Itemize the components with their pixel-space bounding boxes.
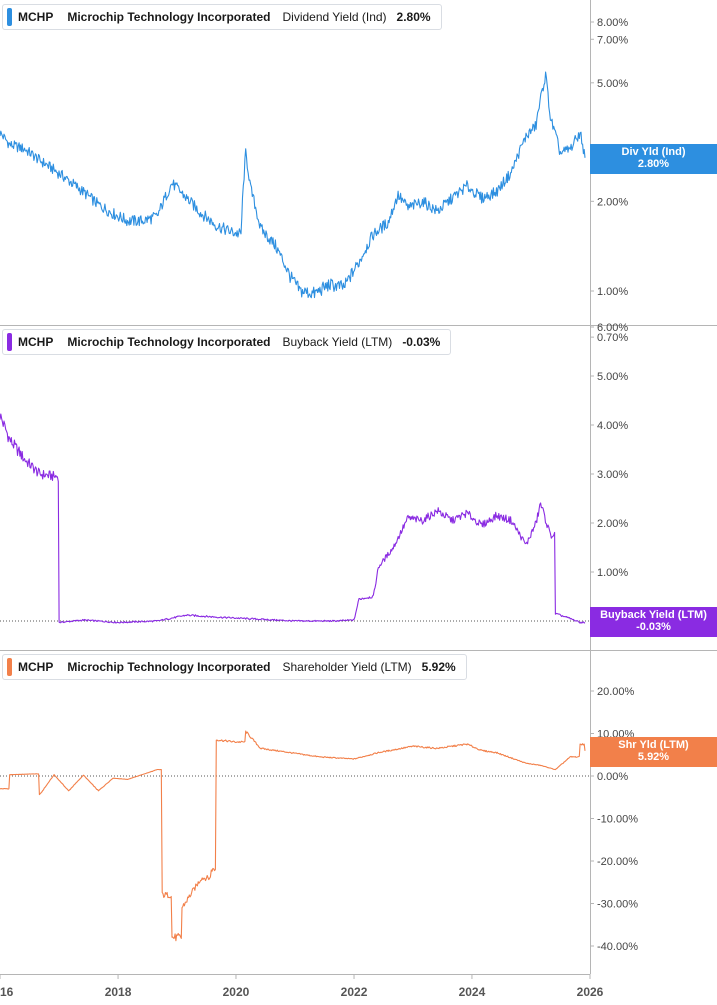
dividend-legend-metric: Dividend Yield (Ind) (282, 10, 387, 24)
dividend-value-tag: Div Yld (Ind) 2.80% (590, 144, 717, 174)
x-tick-label: 2020 (223, 985, 250, 999)
shareholder-y-tick-label: 20.00% (597, 686, 635, 698)
shareholder-y-tick-label: 0.00% (597, 771, 628, 783)
shareholder-legend-company: Microchip Technology Incorporated (67, 660, 271, 674)
dividend-legend-ticker: MCHP (18, 10, 54, 24)
shareholder-yield-plot: 20.00%10.00%0.00%-10.00%-20.00%-30.00%-4… (0, 686, 638, 953)
dividend-y-tick-label: 7.00% (597, 34, 628, 46)
shareholder-y-tick-label: -10.00% (597, 814, 638, 826)
dividend-tag-value: 2.80% (637, 158, 670, 170)
buyback-series-line (0, 413, 586, 624)
buyback-y-tick-label: 1.00% (597, 567, 628, 579)
buyback-tag-value: -0.03% (636, 621, 671, 633)
dividend-tag-label: Div Yld (Ind) (621, 146, 686, 158)
dividend-y-tick-label: 2.00% (597, 196, 628, 208)
x-tick-label: 2016 (0, 985, 14, 999)
shareholder-y-tick-label: -30.00% (597, 899, 638, 911)
buyback-yield-plot: 6.00% 5.00% 4.00% 3.00% 2.00% 1.00% (0, 322, 628, 624)
x-tick-label: 2024 (459, 985, 486, 999)
shareholder-legend-value: 5.92% (421, 660, 456, 674)
buyback-value-tag: Buyback Yield (LTM) -0.03% (590, 607, 717, 637)
buyback-legend-ticker: MCHP (18, 335, 54, 349)
dividend-yield-plot: 8.00% 7.00% 5.00% 2.00% 1.00% 0.70% (0, 17, 628, 344)
dividend-y-tick-label: 0.70% (597, 332, 628, 344)
shareholder-series-line (0, 730, 586, 942)
buyback-y-tick-label: 2.00% (597, 518, 628, 530)
buyback-y-tick-label: 3.00% (597, 469, 628, 481)
dividend-legend: MCHP Microchip Technology Incorporated D… (2, 4, 442, 30)
x-axis: 2016 2018 2020 2022 2024 2026 (0, 974, 604, 999)
dividend-y-tick-label: 1.00% (597, 286, 628, 298)
shareholder-tag-label: Shr Yld (LTM) (618, 739, 689, 751)
shareholder-legend-swatch (7, 658, 12, 676)
x-tick-label: 2018 (105, 985, 132, 999)
buyback-legend-metric: Buyback Yield (LTM) (282, 335, 393, 349)
buyback-y-tick-label: 5.00% (597, 371, 628, 383)
dividend-legend-value: 2.80% (396, 10, 431, 24)
shareholder-y-tick-label: -40.00% (597, 941, 638, 953)
x-tick-label: 2022 (341, 985, 368, 999)
x-tick-label: 2026 (577, 985, 604, 999)
dividend-legend-swatch (7, 8, 12, 26)
buyback-y-tick-label: 6.00% (597, 322, 628, 334)
shareholder-tag-value: 5.92% (637, 751, 670, 763)
buyback-legend: MCHP Microchip Technology Incorporated B… (2, 329, 452, 355)
shareholder-legend-ticker: MCHP (18, 660, 54, 674)
shareholder-y-tick-label: -20.00% (597, 856, 638, 868)
buyback-legend-swatch (7, 333, 12, 351)
dividend-y-tick-label: 5.00% (597, 78, 628, 90)
buyback-legend-value: -0.03% (402, 335, 441, 349)
buyback-y-tick-label: 4.00% (597, 420, 628, 432)
shareholder-legend-metric: Shareholder Yield (LTM) (282, 660, 412, 674)
shareholder-legend: MCHP Microchip Technology Incorporated S… (2, 654, 467, 680)
buyback-tag-label: Buyback Yield (LTM) (600, 609, 707, 621)
shareholder-value-tag: Shr Yld (LTM) 5.92% (590, 737, 717, 767)
dividend-legend-company: Microchip Technology Incorporated (67, 10, 271, 24)
dividend-series-line (0, 71, 586, 299)
buyback-legend-company: Microchip Technology Incorporated (67, 335, 271, 349)
dividend-y-tick-label: 8.00% (597, 17, 628, 29)
